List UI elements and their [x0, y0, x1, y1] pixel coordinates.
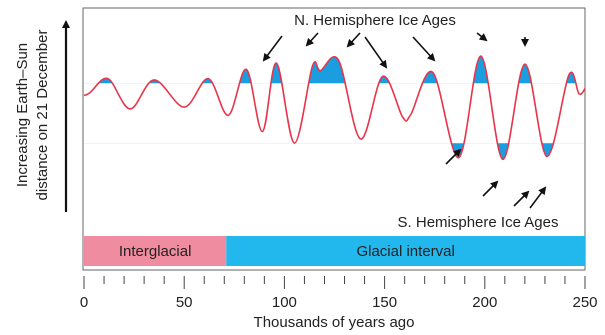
x-tick-label: 0 — [80, 294, 88, 311]
annotation-arrow — [364, 36, 388, 69]
annotation-arrow — [305, 32, 319, 47]
y-axis-label-line2: distance on 21 December — [34, 30, 51, 201]
x-tick-label: 50 — [176, 294, 193, 311]
x-tick-label: 150 — [372, 294, 397, 311]
x-tick-label: 250 — [572, 294, 597, 311]
annotation-arrow — [482, 180, 499, 197]
south-ice-age-fill — [294, 143, 554, 160]
annotation-arrow — [346, 32, 361, 48]
x-axis-label: Thousands of years ago — [254, 314, 415, 331]
glacial-interval-label: Glacial interval — [356, 243, 454, 260]
glacial-interval-bar — [226, 236, 585, 266]
annotation-arrow — [262, 35, 283, 62]
annotation-arrow — [513, 190, 530, 207]
earth-sun-distance-curve — [83, 55, 586, 161]
interglacial-bar — [84, 236, 227, 266]
x-axis-tick-labels: 0 50 100 150 200 250 — [80, 294, 598, 311]
north-ice-age-fill — [84, 56, 585, 84]
x-axis-ticks — [83, 276, 586, 289]
annotation-arrow — [412, 36, 436, 62]
annotation-arrow — [445, 148, 462, 165]
plot-frame — [82, 7, 586, 271]
y-axis-label-line1: Increasing Earth–Sun — [14, 43, 31, 187]
south-ice-ages-annotation: S. Hemisphere Ice Ages — [398, 214, 559, 231]
annotation-arrows — [262, 32, 547, 209]
x-tick-label: 100 — [272, 294, 297, 311]
annotation-arrow — [529, 186, 547, 209]
annotation-arrow — [476, 32, 488, 42]
interglacial-label: Interglacial — [119, 243, 192, 260]
x-tick-label: 200 — [472, 294, 497, 311]
north-ice-ages-annotation: N. Hemisphere Ice Ages — [294, 12, 456, 29]
